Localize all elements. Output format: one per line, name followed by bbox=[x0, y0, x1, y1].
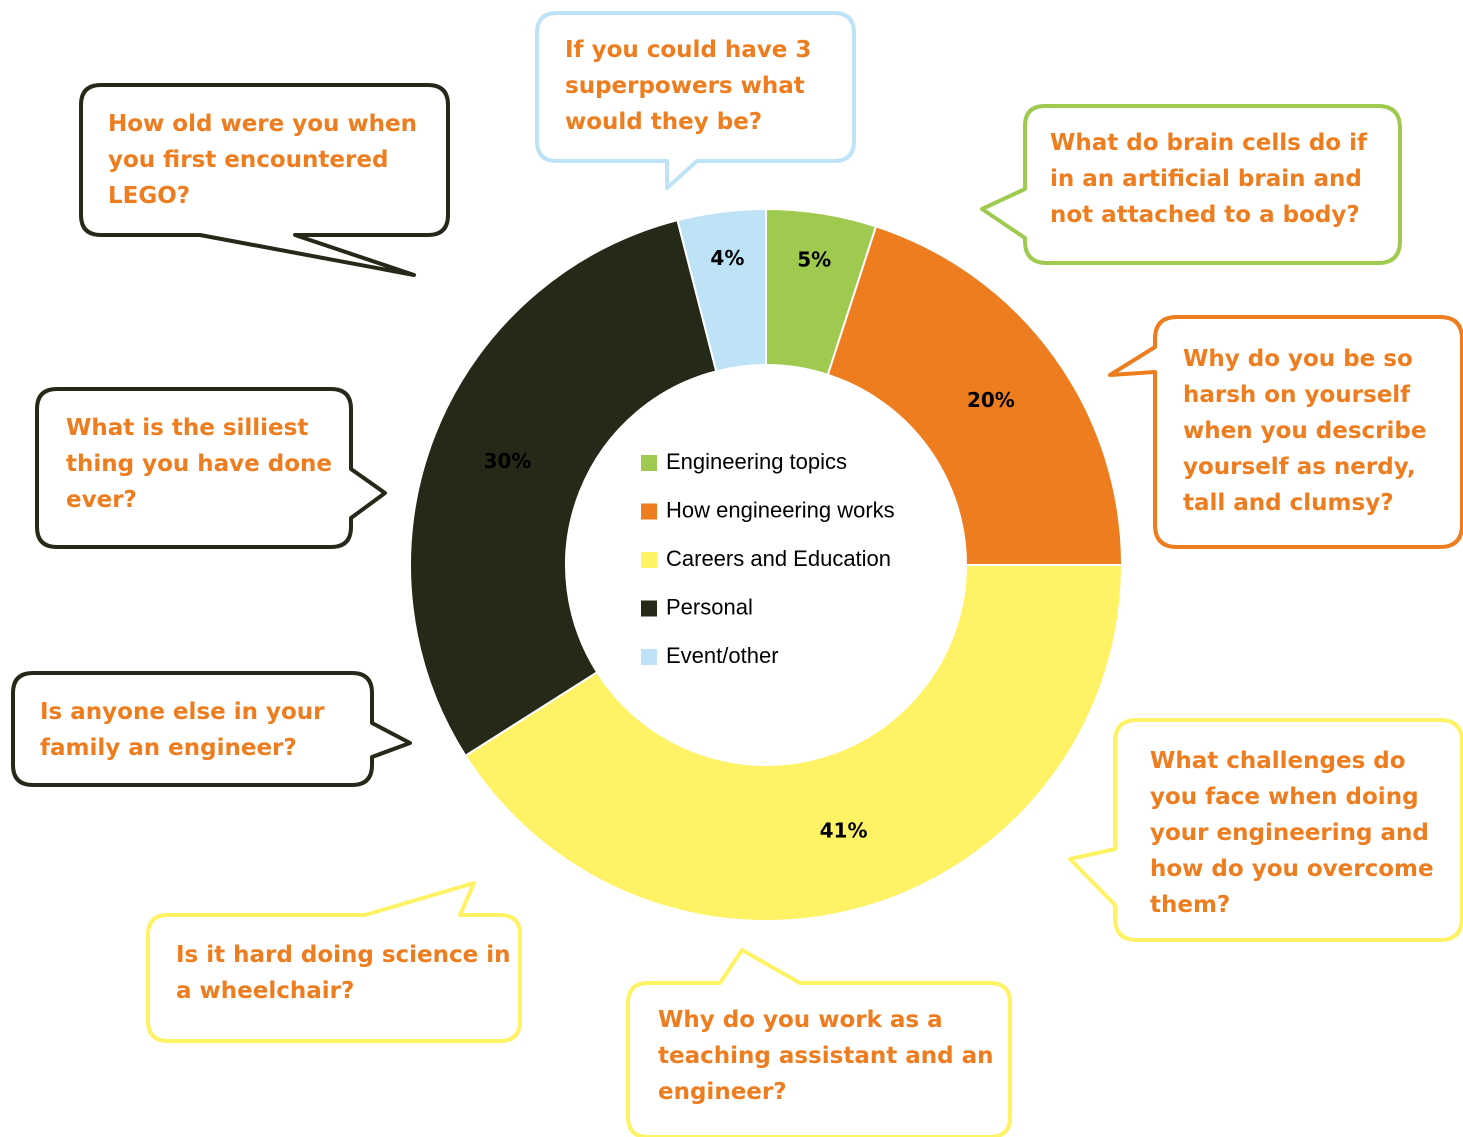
legend-swatch-engineering-topics bbox=[641, 455, 657, 471]
callout-brain-cells: What do brain cells do if in an artificia… bbox=[980, 104, 1402, 265]
callout-family-engineer-line: Is anyone else in your bbox=[40, 699, 325, 725]
legend-swatch-personal bbox=[641, 600, 657, 617]
callout-wheelchair-line: Is it hard doing science in bbox=[176, 942, 511, 968]
slice-personal bbox=[409, 218, 718, 758]
callout-harsh-on-yourself-line: harsh on yourself bbox=[1183, 382, 1411, 408]
callout-harsh-on-yourself-line: when you describe bbox=[1183, 418, 1426, 444]
callout-family-engineer-line: family an engineer? bbox=[40, 735, 297, 761]
legend-label-engineering-topics: Engineering topics bbox=[666, 449, 847, 474]
donut-slices bbox=[409, 207, 1124, 922]
callout-harsh-on-yourself-line: tall and clumsy? bbox=[1183, 490, 1394, 516]
callout-lego-line: LEGO? bbox=[108, 183, 190, 209]
callout-challenges-line: them? bbox=[1150, 892, 1230, 918]
percentage-labels: 5% 20% 41% 30% 4% bbox=[484, 246, 1015, 843]
callout-brain-cells-line: in an artificial brain and bbox=[1050, 166, 1362, 192]
callout-lego-line: you first encountered bbox=[108, 147, 388, 173]
callout-challenges-line: how do you overcome bbox=[1150, 856, 1434, 882]
legend-swatch-how-engineering-works bbox=[641, 503, 657, 520]
legend-label-how-engineering-works: How engineering works bbox=[666, 497, 895, 522]
callout-lego-line: How old were you when bbox=[108, 111, 417, 137]
pct-label-careers-and-education: 41% bbox=[820, 818, 868, 842]
callout-silliest-thing-outline bbox=[35, 387, 387, 549]
legend-swatch-careers-and-education bbox=[641, 552, 657, 568]
callout-challenges-outline bbox=[1068, 718, 1463, 942]
callout-lego-outline bbox=[79, 83, 450, 277]
callout-wheelchair-outline bbox=[146, 881, 522, 1043]
slice-event-other bbox=[676, 207, 767, 373]
callout-teaching-assistant-line: Why do you work as a bbox=[658, 1007, 943, 1033]
callout-challenges-line: your engineering and bbox=[1150, 820, 1429, 846]
callout-harsh-on-yourself: Why do you be so harsh on yourself when yo… bbox=[1108, 315, 1463, 549]
callout-silliest-thing-line: ever? bbox=[66, 487, 137, 513]
callout-harsh-on-yourself-outline bbox=[1108, 315, 1463, 549]
callout-superpowers: If you could have 3 superpowers what would… bbox=[535, 11, 856, 190]
callout-teaching-assistant-line: teaching assistant and an bbox=[658, 1043, 993, 1069]
pct-label-event-other: 4% bbox=[710, 246, 744, 270]
callout-silliest-thing: What is the silliest thing you have done e… bbox=[35, 387, 387, 549]
legend-swatch-event-other bbox=[641, 649, 657, 665]
callout-superpowers-line: superpowers what bbox=[565, 73, 805, 99]
callout-lego: How old were you when you first encounter… bbox=[79, 83, 450, 277]
callout-harsh-on-yourself-line: yourself as nerdy, bbox=[1183, 454, 1416, 480]
callout-wheelchair-line: a wheelchair? bbox=[176, 978, 354, 1004]
callout-challenges-line: you face when doing bbox=[1150, 784, 1419, 810]
callout-wheelchair: Is it hard doing science in a wheelchair? bbox=[146, 881, 522, 1043]
legend: Engineering topics How engineering works C… bbox=[641, 449, 895, 668]
callout-challenges-line: What challenges do bbox=[1150, 748, 1406, 774]
speech-bubbles: What do brain cells do if in an artificia… bbox=[11, 11, 1463, 1137]
callout-superpowers-outline bbox=[535, 11, 856, 190]
callout-brain-cells-line: not attached to a body? bbox=[1050, 202, 1360, 228]
pct-label-personal: 30% bbox=[484, 449, 532, 473]
callout-silliest-thing-line: What is the silliest bbox=[66, 415, 308, 441]
callout-family-engineer-outline bbox=[11, 671, 412, 787]
pct-label-engineering-topics: 5% bbox=[797, 247, 831, 271]
callout-superpowers-line: If you could have 3 bbox=[565, 37, 811, 63]
legend-label-event-other: Event/other bbox=[666, 643, 779, 668]
callout-brain-cells-outline bbox=[980, 104, 1402, 265]
slice-careers-and-education bbox=[464, 564, 1124, 922]
callout-brain-cells-line: What do brain cells do if bbox=[1050, 130, 1368, 156]
callout-family-engineer: Is anyone else in your family an engineer… bbox=[11, 671, 412, 787]
pct-label-how-engineering-works: 20% bbox=[967, 388, 1015, 412]
slice-how-engineering-works bbox=[826, 225, 1124, 566]
callout-silliest-thing-line: thing you have done bbox=[66, 451, 332, 477]
legend-label-careers-and-education: Careers and Education bbox=[666, 546, 891, 571]
legend-label-personal: Personal bbox=[666, 594, 753, 619]
callout-harsh-on-yourself-line: Why do you be so bbox=[1183, 346, 1413, 372]
callout-superpowers-line: would they be? bbox=[565, 109, 762, 135]
callout-challenges: What challenges do you face when doing you… bbox=[1068, 718, 1463, 942]
callout-teaching-assistant: Why do you work as a teaching assistant a… bbox=[626, 948, 1012, 1137]
callout-teaching-assistant-line: engineer? bbox=[658, 1079, 787, 1105]
